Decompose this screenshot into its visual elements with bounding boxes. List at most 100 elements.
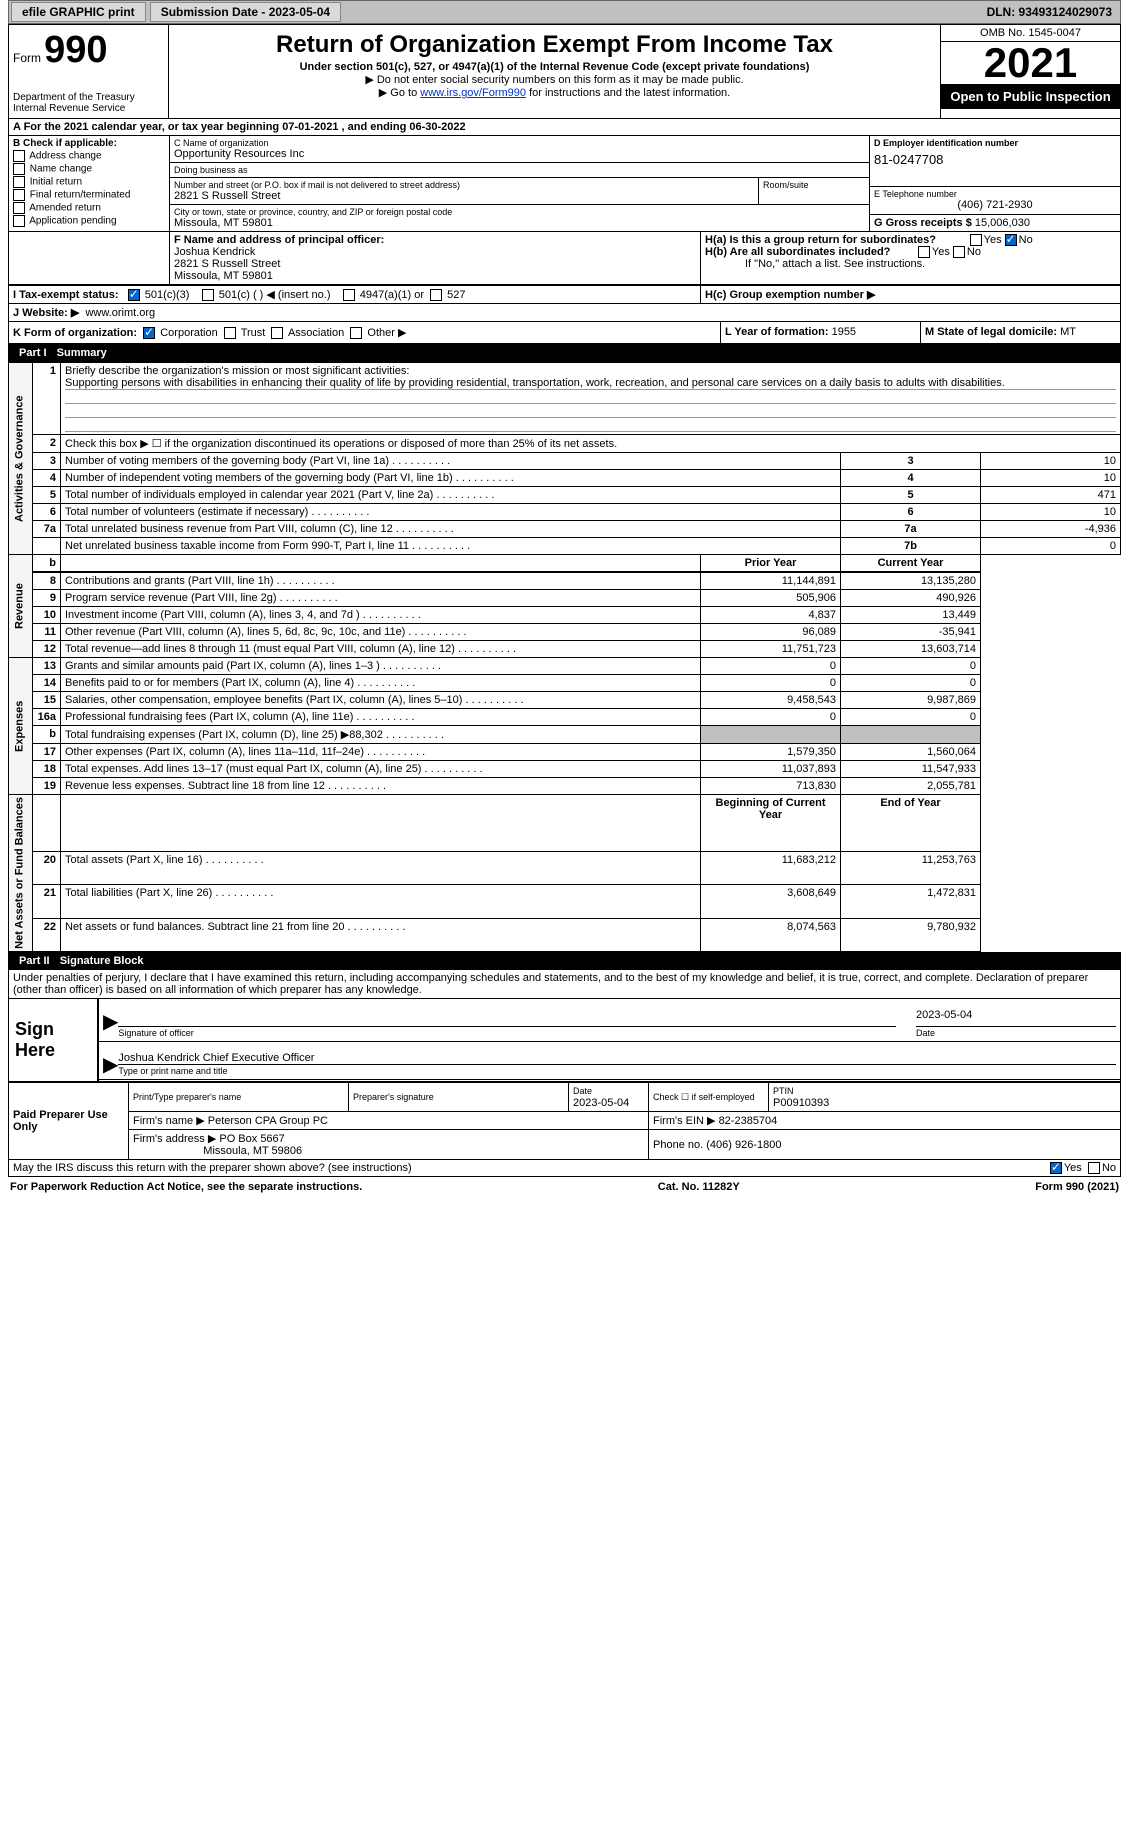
current-value xyxy=(841,726,981,744)
h-c: H(c) Group exemption number ▶ xyxy=(705,289,875,301)
prior-value: 0 xyxy=(701,675,841,692)
self-employed-check[interactable]: Check ☐ if self-employed xyxy=(649,1083,769,1112)
line-value: 10 xyxy=(981,470,1121,487)
discuss-text: May the IRS discuss this return with the… xyxy=(13,1162,1050,1174)
prior-value: 1,579,350 xyxy=(701,744,841,761)
line-num: 20 xyxy=(33,852,61,885)
form-header: Form 990 Department of the Treasury Inte… xyxy=(8,24,1121,119)
prior-value: 505,906 xyxy=(701,590,841,607)
chk-assoc[interactable] xyxy=(271,327,283,339)
h-a: H(a) Is this a group return for subordin… xyxy=(705,234,1116,246)
current-value: 9,987,869 xyxy=(841,692,981,709)
line-box: 5 xyxy=(841,487,981,504)
line-text: Total revenue—add lines 8 through 11 (mu… xyxy=(61,641,701,658)
line-value: 10 xyxy=(981,453,1121,470)
line-num: 12 xyxy=(33,641,61,658)
sig-officer-label: Signature of officer xyxy=(118,1028,193,1038)
line-box: 7a xyxy=(841,521,981,538)
prior-value: 9,458,543 xyxy=(701,692,841,709)
h-b-note: If "No," attach a list. See instructions… xyxy=(705,258,1116,270)
end-value: 1,472,831 xyxy=(841,885,981,918)
current-value: 13,135,280 xyxy=(841,572,981,590)
form-subtitle: Under section 501(c), 527, or 4947(a)(1)… xyxy=(173,61,936,73)
line-num: 17 xyxy=(33,744,61,761)
chk-other[interactable] xyxy=(350,327,362,339)
line-text: Investment income (Part VIII, column (A)… xyxy=(61,607,701,624)
chk-app-pending[interactable]: Application pending xyxy=(13,215,165,227)
paid-preparer-label: Paid Preparer Use Only xyxy=(9,1083,129,1160)
line-value: 10 xyxy=(981,504,1121,521)
firm-phone: (406) 926-1800 xyxy=(706,1139,781,1151)
officer-name: Joshua Kendrick xyxy=(174,246,255,258)
org-name: Opportunity Resources Inc xyxy=(174,148,304,160)
submission-date: Submission Date - 2023-05-04 xyxy=(150,2,341,22)
current-value: 13,449 xyxy=(841,607,981,624)
chk-initial-return[interactable]: Initial return xyxy=(13,176,165,188)
side-activities: Activities & Governance xyxy=(9,363,33,555)
side-net-assets: Net Assets or Fund Balances xyxy=(9,795,33,952)
chk-address-change[interactable]: Address change xyxy=(13,150,165,162)
topbar: efile GRAPHIC print Submission Date - 20… xyxy=(8,0,1121,24)
line-num: 14 xyxy=(33,675,61,692)
current-value: 0 xyxy=(841,675,981,692)
officer-street: 2821 S Russell Street xyxy=(174,258,280,270)
chk-527[interactable] xyxy=(430,289,442,301)
efile-print-button[interactable]: efile GRAPHIC print xyxy=(11,2,146,22)
line-num: 3 xyxy=(33,453,61,470)
box-b-title: B Check if applicable: xyxy=(13,138,117,149)
prior-value: 0 xyxy=(701,709,841,726)
line1-label: Briefly describe the organization's miss… xyxy=(65,365,409,377)
chk-trust[interactable] xyxy=(224,327,236,339)
current-value: 0 xyxy=(841,709,981,726)
room-label: Room/suite xyxy=(763,180,865,190)
line-text: Other revenue (Part VIII, column (A), li… xyxy=(61,624,701,641)
discuss-no[interactable]: No xyxy=(1088,1162,1116,1174)
side-revenue: Revenue xyxy=(9,555,33,658)
col-prior-year: Prior Year xyxy=(701,555,841,573)
discuss-yes[interactable]: Yes xyxy=(1050,1162,1082,1174)
sign-here-block: Sign Here ▶ Signature of officer 2023-05… xyxy=(8,999,1121,1082)
current-value: 1,560,064 xyxy=(841,744,981,761)
tax-exempt-label: I Tax-exempt status: xyxy=(13,289,119,301)
line-text: Total fundraising expenses (Part IX, col… xyxy=(61,726,701,744)
chk-4947[interactable] xyxy=(343,289,355,301)
beginning-value: 11,683,212 xyxy=(701,852,841,885)
line-num: 13 xyxy=(33,658,61,675)
chk-final-return[interactable]: Final return/terminated xyxy=(13,189,165,201)
h-b: H(b) Are all subordinates included? Yes … xyxy=(705,246,1116,258)
part1-num: Part I xyxy=(15,347,51,359)
chk-name-change[interactable]: Name change xyxy=(13,163,165,175)
line-num: 16a xyxy=(33,709,61,726)
dln: DLN: 93493124029073 xyxy=(987,5,1120,19)
chk-corp[interactable] xyxy=(143,327,155,339)
irs-link[interactable]: www.irs.gov/Form990 xyxy=(420,87,526,99)
current-value: 2,055,781 xyxy=(841,778,981,795)
officer-printed-name: Joshua Kendrick Chief Executive Officer xyxy=(118,1052,1116,1065)
line-text: Other expenses (Part IX, column (A), lin… xyxy=(61,744,701,761)
city-label: City or town, state or province, country… xyxy=(174,207,865,217)
chk-501c3[interactable] xyxy=(128,289,140,301)
line-text: Contributions and grants (Part VIII, lin… xyxy=(61,572,701,590)
line-num: 10 xyxy=(33,607,61,624)
line-num: 7a xyxy=(33,521,61,538)
line-text: Net assets or fund balances. Subtract li… xyxy=(61,918,701,951)
prior-value xyxy=(701,726,841,744)
line-num: 21 xyxy=(33,885,61,918)
penalties-text: Under penalties of perjury, I declare th… xyxy=(8,970,1121,999)
prior-value: 96,089 xyxy=(701,624,841,641)
end-value: 9,780,932 xyxy=(841,918,981,951)
footer-left: For Paperwork Reduction Act Notice, see … xyxy=(10,1181,362,1193)
city-value: Missoula, MT 59801 xyxy=(174,217,273,229)
part2-header: Part II Signature Block xyxy=(8,952,1121,970)
line-text: Grants and similar amounts paid (Part IX… xyxy=(61,658,701,675)
current-value: -35,941 xyxy=(841,624,981,641)
chk-amended[interactable]: Amended return xyxy=(13,202,165,214)
current-value: 490,926 xyxy=(841,590,981,607)
year-formation-label: L Year of formation: xyxy=(725,326,829,338)
name-title-label: Type or print name and title xyxy=(118,1066,227,1076)
sign-here-label: Sign Here xyxy=(9,999,99,1081)
ein-label: D Employer identification number xyxy=(874,138,1116,148)
chk-501c[interactable] xyxy=(202,289,214,301)
line-text: Salaries, other compensation, employee b… xyxy=(61,692,701,709)
col-end-year: End of Year xyxy=(841,795,981,852)
